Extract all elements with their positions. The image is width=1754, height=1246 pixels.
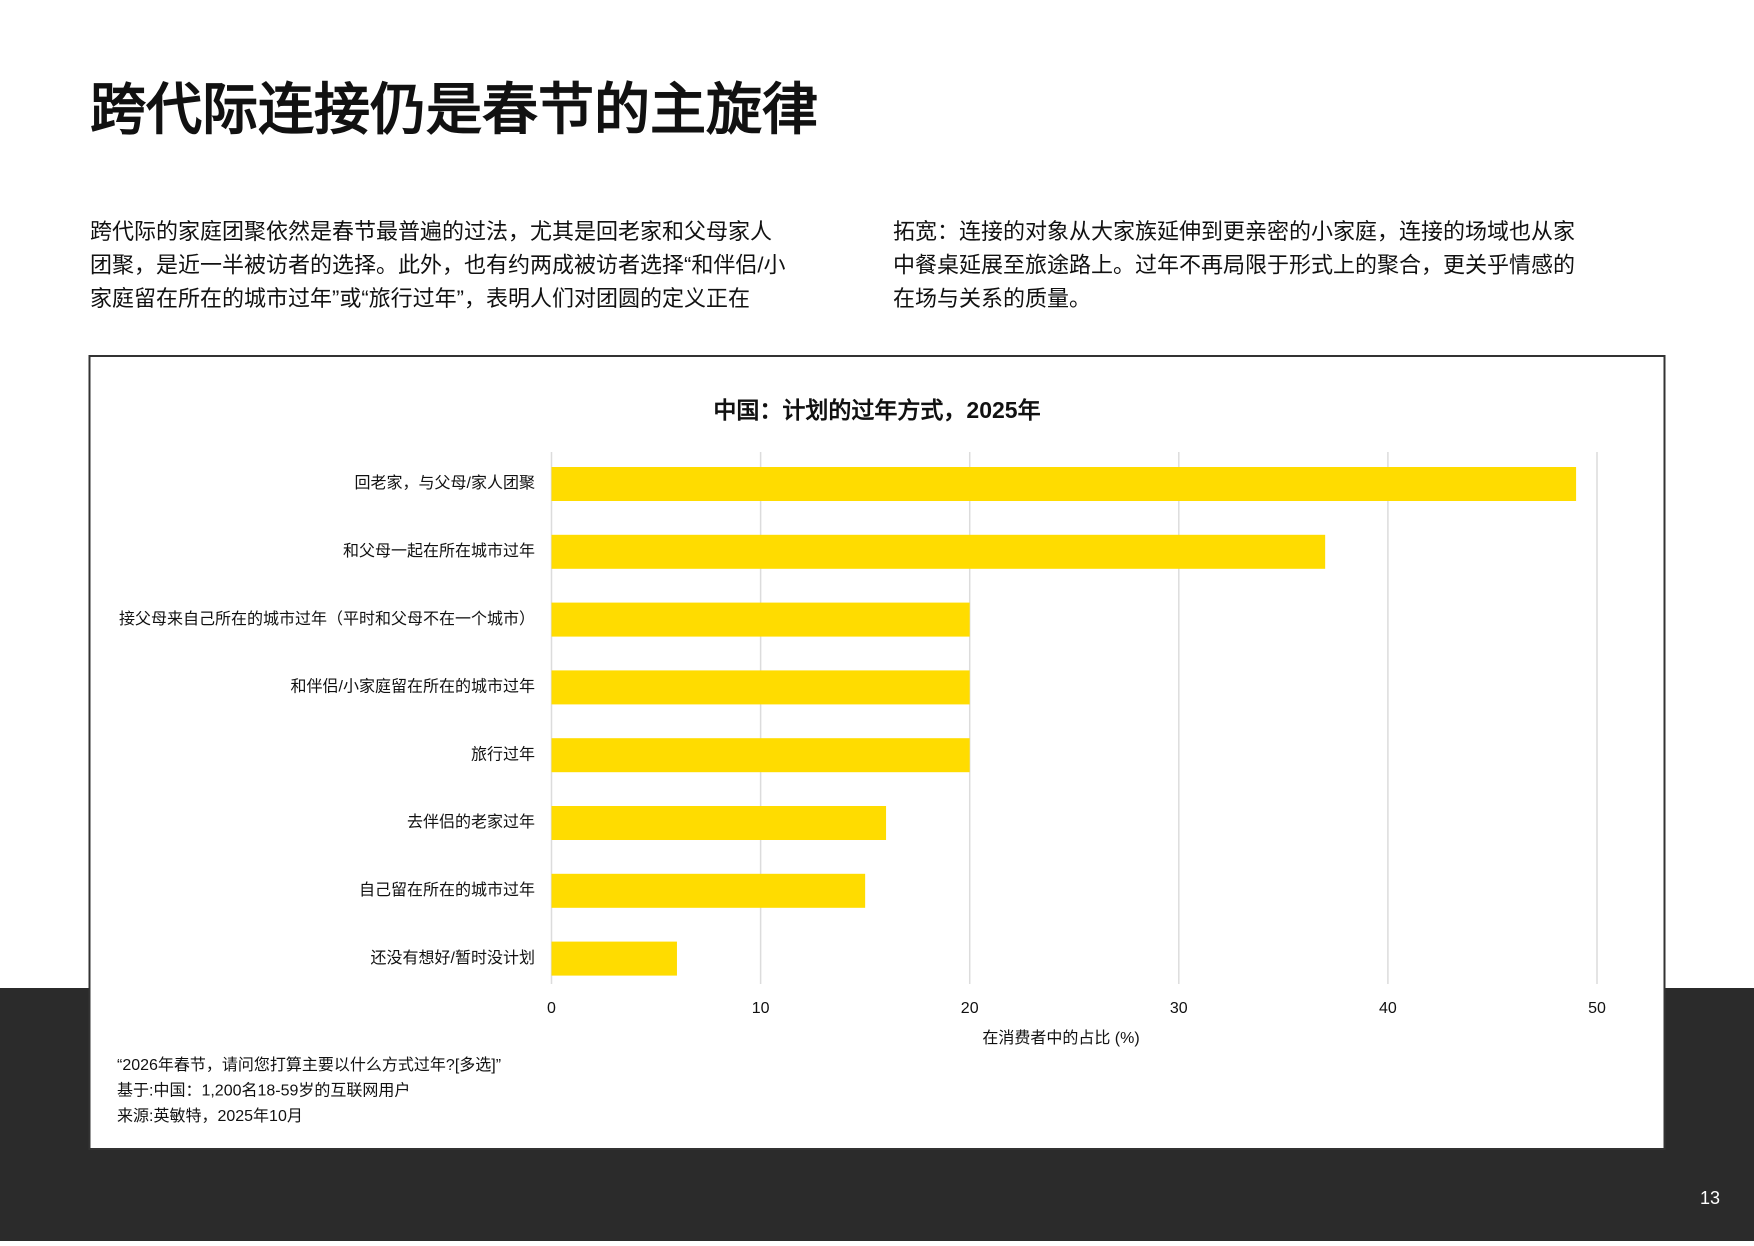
category-label: 旅行过年 — [471, 745, 535, 763]
x-tick-label: 20 — [961, 1000, 979, 1017]
x-axis-label: 在消费者中的占比 (%) — [982, 1029, 1139, 1047]
category-label: 回老家，与父母/家人团聚 — [355, 474, 535, 492]
x-tick-label: 0 — [547, 1000, 556, 1017]
x-tick-label: 40 — [1379, 1000, 1397, 1017]
body-text: 在场与关系的质量。 — [893, 286, 1091, 311]
bar — [551, 806, 887, 840]
body-text: 拓宽：连接的对象从大家族延伸到更亲密的小家庭，连接的场域也从家 — [893, 219, 1575, 244]
category-label: 自己留在所在的城市过年 — [359, 881, 535, 899]
footnote: “2026年春节，请问您打算主要以什么方式过年?[多选]” — [117, 1055, 501, 1074]
footnote: 来源:英敏特，2025年10月 — [117, 1107, 303, 1125]
body-text: 团聚，是近一半被访者的选择。此外，也有约两成被访者选择“和伴侣/小 — [90, 252, 785, 277]
bar — [551, 534, 1326, 569]
x-tick-label: 50 — [1588, 1000, 1606, 1017]
bar — [551, 670, 970, 705]
bar — [551, 467, 1577, 501]
category-label: 还没有想好/暂时没计划 — [371, 949, 535, 967]
category-label: 和伴侣/小家庭留在所在的城市过年 — [291, 678, 535, 696]
category-label: 接父母来自己所在的城市过年（平时和父母不在一个城市） — [119, 610, 535, 628]
body-text: 跨代际的家庭团聚依然是春节最普遍的过法，尤其是回老家和父母家人 — [90, 219, 772, 244]
x-tick-label: 30 — [1170, 1000, 1188, 1017]
category-label: 去伴侣的老家过年 — [407, 813, 535, 831]
body-text: 家庭留在所在的城市过年”或“旅行过年”，表明人们对团圆的定义正在 — [90, 286, 750, 311]
bar — [551, 738, 970, 773]
page-number: 13 — [1700, 1188, 1720, 1208]
footnote: 基于:中国：1,200名18-59岁的互联网用户 — [117, 1082, 410, 1100]
bar — [551, 873, 866, 908]
bar — [551, 941, 677, 976]
body-text: 中餐桌延展至旅途路上。过年不再局限于形式上的聚合，更关乎情感的 — [893, 252, 1575, 277]
page-title: 跨代际连接仍是春节的主旋律 — [90, 78, 818, 141]
x-tick-label: 10 — [752, 1000, 770, 1017]
chart-title: 中国：计划的过年方式，2025年 — [713, 397, 1040, 423]
category-label: 和父母一起在所在城市过年 — [343, 542, 535, 560]
bar — [551, 602, 970, 637]
